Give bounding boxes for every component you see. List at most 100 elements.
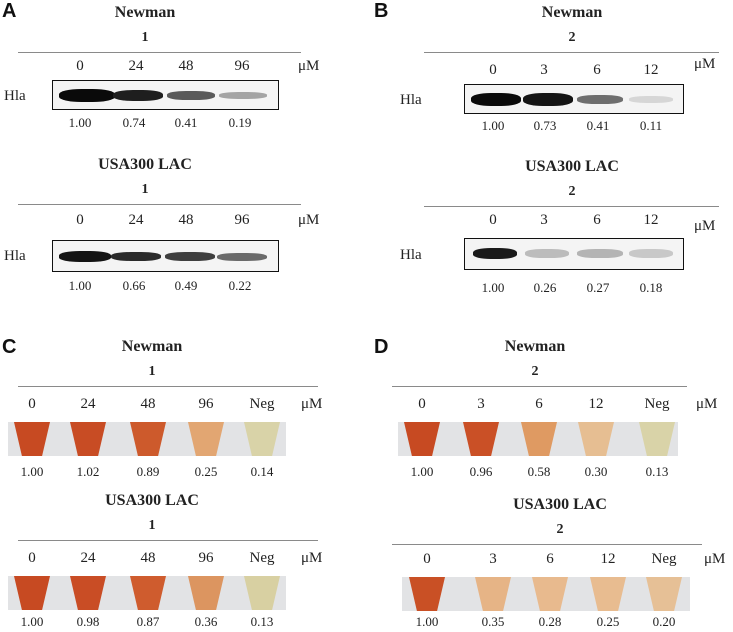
concentration-label: 48 [178, 58, 194, 74]
strain-title: Newman [541, 4, 603, 21]
blot-band [473, 248, 517, 259]
tube [244, 422, 280, 456]
hemolysis-tubes [8, 422, 286, 456]
western-blot [464, 84, 684, 114]
compound-label: 2 [568, 184, 576, 199]
ratio-value: 0.66 [122, 278, 146, 293]
blot-band [629, 96, 673, 103]
unit-label: μM [301, 550, 323, 566]
ratio-value: 0.58 [527, 464, 551, 479]
separator-line [424, 206, 719, 207]
ratio-value: 1.00 [410, 464, 434, 479]
tube [521, 422, 557, 456]
ratio-value: 0.96 [469, 464, 493, 479]
concentration-label: 24 [128, 58, 144, 74]
tube [14, 422, 50, 456]
blot-band [525, 249, 569, 258]
concentration-label: 96 [198, 550, 214, 566]
ratio-value: 0.49 [174, 278, 198, 293]
concentration-label: 6 [546, 551, 554, 567]
concentration-label: 96 [198, 396, 214, 412]
concentration-label: 0 [76, 58, 84, 74]
concentration-label: Neg [249, 550, 275, 566]
tube [409, 577, 445, 611]
panel-label-b: B [374, 0, 389, 22]
compound-label: 1 [141, 182, 149, 197]
ratio-value: 0.19 [228, 115, 252, 130]
blot-band [217, 253, 267, 261]
separator-line [392, 544, 702, 545]
hemolysis-tubes [8, 576, 286, 610]
ratio-value: 0.18 [639, 280, 663, 295]
tube [475, 577, 511, 611]
strain-title: USA300 LAC [98, 156, 192, 173]
concentration-label: 48 [140, 396, 156, 412]
row-label: Hla [4, 248, 26, 264]
western-blot [52, 240, 279, 272]
ratio-value: 0.26 [533, 280, 557, 295]
strain-title: Newman [504, 338, 566, 355]
tube [188, 422, 224, 456]
strain-title: USA300 LAC [105, 492, 199, 509]
separator-line [392, 386, 687, 387]
ratio-value: 0.41 [586, 118, 610, 133]
ratio-value: 0.20 [652, 614, 676, 629]
blot-band [577, 249, 623, 258]
tube [188, 576, 224, 610]
ratio-value: 0.25 [596, 614, 620, 629]
ratio-value: 0.74 [122, 115, 146, 130]
unit-label: μM [301, 396, 323, 412]
ratio-value: 0.14 [250, 464, 274, 479]
concentration-label: 6 [593, 62, 601, 78]
tube [14, 576, 50, 610]
compound-label: 1 [141, 30, 149, 45]
tube [578, 422, 614, 456]
concentration-label: 48 [140, 550, 156, 566]
concentration-label: Neg [644, 396, 670, 412]
compound-label: 2 [556, 522, 564, 537]
tube [646, 577, 682, 611]
tube [130, 422, 166, 456]
blot-band [219, 92, 267, 99]
concentration-label: 0 [489, 212, 497, 228]
concentration-label: Neg [249, 396, 275, 412]
concentration-label: 12 [600, 551, 616, 567]
concentration-label: 24 [80, 396, 96, 412]
panel-label-d: D [374, 336, 389, 358]
blot-band [113, 90, 163, 101]
row-label: Hla [400, 92, 422, 108]
concentration-label: 12 [643, 212, 659, 228]
tube [590, 577, 626, 611]
concentration-label: 24 [128, 212, 144, 228]
tube [532, 577, 568, 611]
ratio-value: 0.98 [76, 614, 100, 629]
unit-label: μM [704, 551, 726, 567]
tube [70, 422, 106, 456]
concentration-label: 0 [28, 550, 36, 566]
blot-band [59, 89, 115, 102]
ratio-value: 0.36 [194, 614, 218, 629]
ratio-value: 0.13 [250, 614, 274, 629]
ratio-value: 0.13 [645, 464, 669, 479]
concentration-label: 12 [643, 62, 659, 78]
concentration-label: 6 [535, 396, 543, 412]
compound-label: 2 [531, 364, 539, 379]
western-blot [464, 238, 684, 270]
blot-band [111, 252, 161, 261]
concentration-label: 3 [540, 62, 548, 78]
ratio-value: 1.00 [68, 278, 92, 293]
ratio-value: 0.87 [136, 614, 160, 629]
row-label: Hla [4, 88, 26, 104]
compound-label: 2 [568, 30, 576, 45]
compound-label: 1 [148, 364, 156, 379]
ratio-value: 1.00 [415, 614, 439, 629]
unit-label: μM [694, 218, 716, 234]
concentration-label: 0 [489, 62, 497, 78]
concentration-label: 24 [80, 550, 96, 566]
tube [463, 422, 499, 456]
blot-band [577, 95, 623, 104]
ratio-value: 0.25 [194, 464, 218, 479]
panel-label-c: C [2, 336, 17, 358]
separator-line [18, 204, 301, 205]
ratio-value: 0.22 [228, 278, 252, 293]
